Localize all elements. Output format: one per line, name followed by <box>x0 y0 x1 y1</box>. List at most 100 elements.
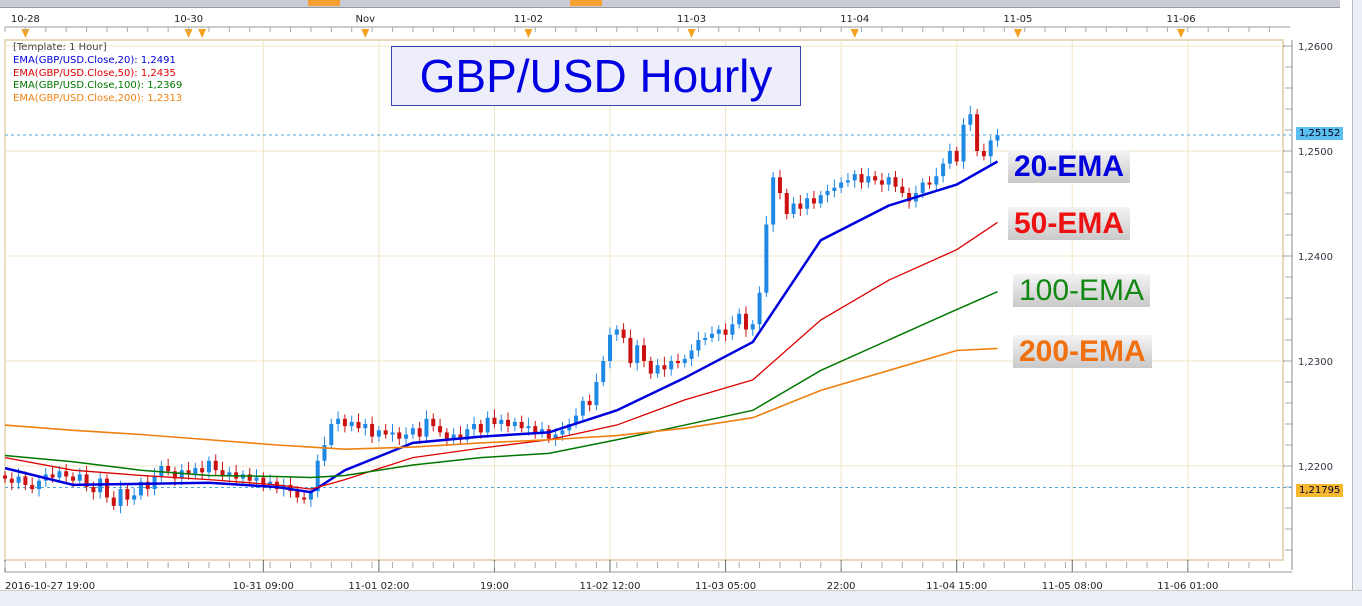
candle <box>737 313 742 325</box>
candle <box>30 484 35 490</box>
ema-line-100 <box>4 291 998 479</box>
candle <box>540 429 545 433</box>
candle <box>750 324 755 330</box>
top-scrollbar[interactable] <box>0 0 1340 8</box>
legend-entry: EMA(GBP/USD.Close,100): 1,2369 <box>13 80 183 91</box>
candle <box>777 177 782 193</box>
candle <box>397 432 402 439</box>
candle <box>410 428 415 435</box>
x-tick-label: 22:00 <box>827 581 856 592</box>
scroll-thumb[interactable] <box>570 0 602 6</box>
candle <box>342 418 347 427</box>
x-tick-label: 11-04 15:00 <box>926 581 987 592</box>
candle <box>186 470 191 475</box>
y-tick-label: 1,2600 <box>1298 42 1333 53</box>
candle <box>84 474 89 487</box>
candle <box>322 445 327 461</box>
top-tick-label: 11-03 <box>677 14 706 25</box>
ema-line-200 <box>4 347 998 451</box>
candle <box>852 174 857 181</box>
candle <box>675 361 680 364</box>
session-marker <box>524 29 533 38</box>
candle <box>472 424 477 430</box>
candle <box>886 177 891 185</box>
candle <box>9 478 14 483</box>
candle <box>954 151 959 162</box>
candle <box>526 426 531 429</box>
candle <box>485 417 490 433</box>
candle <box>417 428 422 437</box>
candle <box>893 177 898 187</box>
top-tick-label: 11-05 <box>1003 14 1032 25</box>
candle <box>825 190 830 196</box>
candle <box>23 476 28 485</box>
right-scrollbar[interactable] <box>1352 0 1362 605</box>
candle <box>784 193 789 214</box>
candle <box>968 114 973 125</box>
candle <box>696 340 701 351</box>
ema-line-50 <box>4 221 998 490</box>
candle <box>57 471 62 478</box>
candle <box>506 419 511 427</box>
candle <box>927 182 932 185</box>
candle <box>206 460 211 473</box>
candle <box>458 434 463 440</box>
candle <box>315 460 320 492</box>
candle <box>247 474 252 481</box>
candle <box>77 474 82 481</box>
candle <box>268 481 273 485</box>
candle <box>709 333 714 338</box>
candle <box>621 329 626 338</box>
candle <box>424 418 429 437</box>
scroll-thumb[interactable] <box>308 0 340 6</box>
candle <box>295 491 300 498</box>
candle <box>553 434 558 439</box>
candle <box>703 337 708 340</box>
top-tick-label: 11-02 <box>514 14 543 25</box>
candle <box>336 418 341 424</box>
annotation-100-ema: 100-EMA <box>1013 274 1151 307</box>
candle <box>254 477 259 481</box>
candle <box>873 176 878 181</box>
x-tick-label: 11-06 01:00 <box>1157 581 1218 592</box>
candle <box>138 481 143 496</box>
candle <box>349 421 354 427</box>
candle <box>811 198 816 204</box>
candle <box>200 468 205 473</box>
candle <box>832 187 837 191</box>
current-price-label: 1,25152 <box>1296 127 1344 140</box>
candle <box>91 487 96 493</box>
y-tick-label: 1,2200 <box>1298 462 1333 473</box>
candle <box>662 365 667 370</box>
legend-entry: EMA(GBP/USD.Close,20): 1,2491 <box>13 55 176 66</box>
session-marker <box>184 29 193 38</box>
annotation-50-ema: 50-EMA <box>1008 207 1131 240</box>
candle <box>839 182 844 188</box>
candle <box>594 382 599 406</box>
candle <box>16 476 21 483</box>
candle <box>947 151 952 164</box>
candle <box>655 365 660 374</box>
candle <box>716 329 721 334</box>
x-tick-label: 11-05 08:00 <box>1042 581 1103 592</box>
candle <box>981 151 986 157</box>
candle <box>308 491 313 500</box>
y-tick-label: 1,2400 <box>1298 252 1333 263</box>
candle <box>961 124 966 162</box>
x-tick-label: 2016-10-27 19:00 <box>5 581 95 592</box>
candle <box>866 176 871 183</box>
candle <box>111 497 116 506</box>
candle <box>743 313 748 330</box>
session-marker <box>1013 29 1022 38</box>
y-tick-label: 1,2500 <box>1298 147 1333 158</box>
candle <box>383 430 388 435</box>
candle <box>376 430 381 437</box>
candle <box>546 429 551 439</box>
candle <box>431 418 436 427</box>
annotation-20-ema: 20-EMA <box>1008 150 1131 183</box>
candle <box>689 350 694 359</box>
candle <box>628 337 633 364</box>
candle <box>519 421 524 429</box>
candle <box>499 419 504 424</box>
candle <box>166 466 171 472</box>
